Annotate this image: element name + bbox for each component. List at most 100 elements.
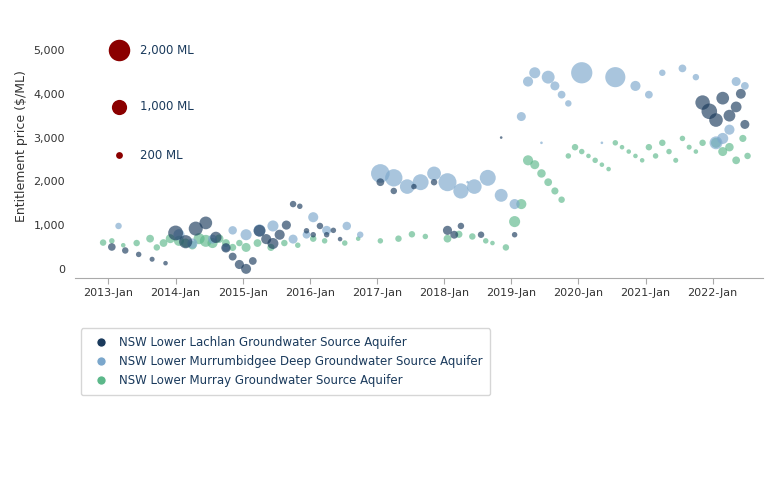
Point bbox=[374, 237, 387, 245]
Point bbox=[535, 139, 548, 147]
Point bbox=[629, 82, 642, 90]
Point bbox=[280, 221, 293, 229]
Point bbox=[180, 239, 192, 247]
Point bbox=[448, 231, 461, 239]
Point bbox=[292, 241, 304, 249]
Text: 2,000 ML: 2,000 ML bbox=[140, 44, 194, 56]
Point bbox=[341, 222, 353, 230]
Point bbox=[278, 239, 290, 247]
Point bbox=[193, 235, 205, 243]
Point bbox=[119, 247, 131, 254]
Point bbox=[415, 178, 427, 186]
Point bbox=[387, 174, 400, 182]
Point bbox=[321, 226, 333, 234]
Point bbox=[233, 260, 246, 268]
Point bbox=[499, 244, 512, 251]
Point bbox=[307, 235, 320, 243]
Point bbox=[734, 90, 747, 98]
Point bbox=[609, 73, 622, 81]
Point bbox=[441, 235, 454, 243]
Point bbox=[186, 241, 198, 249]
Point bbox=[374, 169, 387, 177]
Point bbox=[97, 239, 110, 247]
Point bbox=[300, 231, 313, 239]
Point bbox=[240, 231, 252, 239]
Point bbox=[254, 226, 266, 234]
Point bbox=[260, 235, 272, 243]
Point bbox=[454, 222, 467, 230]
Point bbox=[548, 187, 561, 195]
Point bbox=[112, 46, 124, 54]
Point bbox=[636, 156, 648, 164]
Point bbox=[589, 156, 601, 164]
Point bbox=[461, 178, 474, 186]
Point bbox=[522, 78, 534, 86]
Point bbox=[131, 239, 143, 247]
Point bbox=[206, 239, 219, 247]
Point bbox=[542, 178, 555, 186]
Point bbox=[562, 99, 574, 107]
Point bbox=[508, 231, 520, 239]
Point bbox=[468, 183, 481, 191]
Point bbox=[419, 233, 432, 241]
Point bbox=[696, 99, 709, 106]
Point bbox=[622, 148, 635, 155]
Point bbox=[602, 165, 615, 173]
Point bbox=[307, 231, 320, 239]
Point bbox=[576, 148, 588, 155]
Point bbox=[508, 218, 520, 226]
Point bbox=[287, 235, 300, 243]
Point bbox=[696, 139, 709, 147]
Point bbox=[689, 73, 702, 81]
Point bbox=[146, 255, 159, 263]
Point bbox=[428, 169, 440, 177]
Point bbox=[717, 94, 729, 102]
Point bbox=[321, 231, 333, 239]
Point bbox=[387, 187, 400, 195]
Point bbox=[656, 139, 668, 147]
Point bbox=[186, 240, 198, 248]
Point bbox=[408, 183, 420, 191]
Point bbox=[528, 161, 541, 169]
Point bbox=[318, 237, 331, 245]
Point bbox=[676, 64, 689, 72]
Point bbox=[717, 148, 729, 155]
Point bbox=[240, 244, 252, 251]
Point bbox=[247, 257, 259, 265]
Point bbox=[548, 82, 561, 90]
Point bbox=[643, 91, 655, 99]
Point bbox=[334, 235, 346, 243]
Point bbox=[159, 259, 172, 267]
Point bbox=[495, 134, 507, 142]
Point bbox=[730, 156, 742, 164]
Point bbox=[466, 233, 478, 241]
Point bbox=[254, 227, 266, 235]
Point bbox=[724, 126, 736, 134]
Point bbox=[132, 250, 145, 258]
Point bbox=[428, 178, 440, 186]
Point bbox=[596, 161, 608, 169]
Point bbox=[190, 225, 202, 233]
Point bbox=[730, 103, 742, 111]
Point bbox=[206, 235, 219, 243]
Point bbox=[112, 151, 124, 159]
Y-axis label: Entitlement price ($/ML): Entitlement price ($/ML) bbox=[15, 70, 28, 222]
Point bbox=[173, 237, 185, 245]
Point bbox=[479, 237, 492, 245]
Point bbox=[226, 252, 239, 260]
Point bbox=[112, 103, 124, 111]
Point bbox=[327, 226, 339, 234]
Point bbox=[683, 143, 696, 151]
Point bbox=[689, 148, 702, 155]
Text: 200 ML: 200 ML bbox=[140, 148, 183, 161]
Point bbox=[226, 226, 239, 234]
Point bbox=[265, 244, 277, 251]
Point bbox=[106, 243, 118, 251]
Point bbox=[441, 226, 454, 234]
Point bbox=[314, 222, 326, 230]
Point bbox=[374, 178, 387, 186]
Point bbox=[273, 231, 286, 239]
Point bbox=[219, 239, 232, 247]
Point bbox=[453, 230, 465, 238]
Point bbox=[535, 169, 548, 177]
